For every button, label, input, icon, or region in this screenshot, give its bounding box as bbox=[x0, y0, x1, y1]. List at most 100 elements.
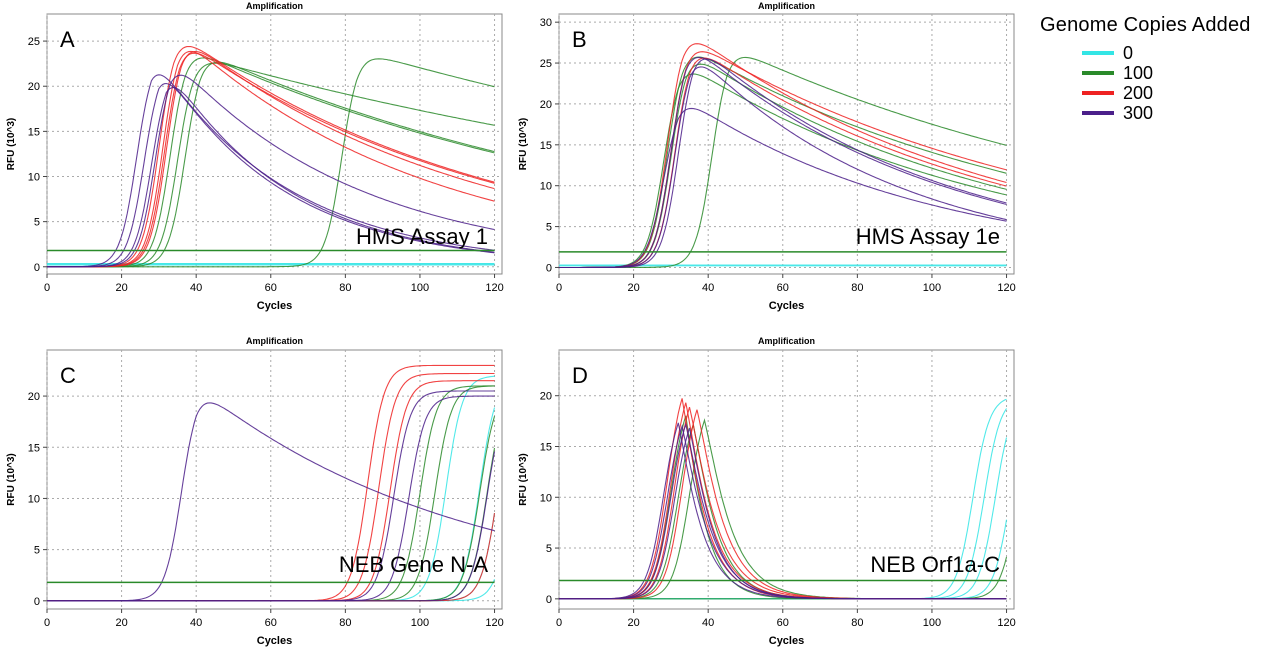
legend-swatch bbox=[1082, 71, 1114, 75]
y-tick-label: 25 bbox=[28, 36, 40, 48]
chart-panel-D: 0 20 40 60 80 100 120 0 5 10 15 20 Amplification Cycl… bbox=[518, 336, 1016, 647]
series-line-300 bbox=[559, 427, 1007, 600]
series-line-200 bbox=[47, 45, 495, 268]
chart-panel-B: 0 20 40 60 80 100 120 0 5 10 15 20 25 30 Amplification… bbox=[518, 1, 1016, 312]
assay-annotation: NEB Orf1a-C bbox=[870, 552, 1000, 577]
plot-frame bbox=[46, 349, 503, 610]
y-tick-label: 0 bbox=[546, 594, 552, 606]
chart-title: Amplification bbox=[246, 1, 303, 11]
x-axis-label: Cycles bbox=[769, 300, 804, 312]
legend-label: 200 bbox=[1123, 83, 1154, 103]
y-tick-label: 20 bbox=[540, 391, 552, 403]
y-tick-label: 5 bbox=[546, 222, 552, 234]
x-tick-label: 0 bbox=[556, 617, 562, 629]
series-line-300 bbox=[559, 58, 1007, 269]
x-tick-label: 20 bbox=[115, 282, 127, 294]
plot-frame bbox=[558, 13, 1015, 275]
plot-frame bbox=[558, 349, 1015, 610]
legend-label: 300 bbox=[1123, 103, 1154, 123]
y-tick-label: 15 bbox=[540, 140, 552, 152]
y-tick-label: 15 bbox=[28, 442, 40, 454]
legend-swatch bbox=[1082, 51, 1114, 55]
x-axis-label: Cycles bbox=[257, 635, 292, 647]
legend-swatch bbox=[1082, 91, 1114, 95]
x-tick-label: 20 bbox=[627, 617, 639, 629]
x-tick-label: 80 bbox=[851, 617, 863, 629]
x-tick-label: 100 bbox=[411, 282, 429, 294]
y-tick-label: 10 bbox=[28, 172, 40, 184]
legend-swatch bbox=[1082, 111, 1114, 115]
x-tick-label: 80 bbox=[339, 282, 351, 294]
x-tick-label: 60 bbox=[265, 617, 277, 629]
x-tick-label: 20 bbox=[627, 282, 639, 294]
series-line-300 bbox=[47, 82, 495, 268]
chart-title: Amplification bbox=[246, 336, 303, 346]
panel-letter: A bbox=[60, 27, 75, 52]
y-tick-label: 20 bbox=[28, 81, 40, 93]
x-tick-label: 80 bbox=[339, 617, 351, 629]
x-tick-label: 120 bbox=[997, 617, 1015, 629]
legend-title: Genome Copies Added bbox=[1040, 14, 1251, 36]
y-tick-label: 20 bbox=[28, 391, 40, 403]
x-tick-label: 0 bbox=[44, 282, 50, 294]
legend-item-100: 100 bbox=[1082, 63, 1278, 83]
x-tick-label: 100 bbox=[923, 282, 941, 294]
series-line-200 bbox=[47, 50, 495, 268]
y-tick-label: 25 bbox=[540, 58, 552, 70]
x-tick-label: 120 bbox=[485, 617, 503, 629]
y-axis-label: RFU (10^3) bbox=[518, 453, 529, 506]
chart-title: Amplification bbox=[758, 336, 815, 346]
x-tick-label: 60 bbox=[777, 617, 789, 629]
legend-label: 100 bbox=[1123, 63, 1154, 83]
assay-annotation: HMS Assay 1e bbox=[856, 224, 1000, 249]
y-tick-label: 5 bbox=[34, 545, 40, 557]
series-line-300 bbox=[47, 451, 496, 602]
x-tick-label: 100 bbox=[411, 617, 429, 629]
x-tick-label: 60 bbox=[777, 282, 789, 294]
series-line-100 bbox=[559, 73, 1007, 269]
x-tick-label: 40 bbox=[190, 282, 202, 294]
x-tick-label: 40 bbox=[702, 617, 714, 629]
chart-panel-C: 0 20 40 60 80 100 120 0 5 10 15 20 Amplification Cycl… bbox=[6, 336, 504, 647]
x-tick-label: 20 bbox=[115, 617, 127, 629]
x-tick-label: 40 bbox=[702, 282, 714, 294]
series-line-100 bbox=[47, 58, 495, 268]
legend-item-300: 300 bbox=[1082, 103, 1278, 123]
x-tick-label: 120 bbox=[997, 282, 1015, 294]
x-tick-label: 40 bbox=[190, 617, 202, 629]
x-tick-label: 0 bbox=[44, 617, 50, 629]
y-tick-label: 20 bbox=[540, 99, 552, 111]
series-line-300 bbox=[47, 86, 495, 268]
x-tick-label: 60 bbox=[265, 282, 277, 294]
x-axis-label: Cycles bbox=[257, 300, 292, 312]
series-line-300 bbox=[47, 74, 495, 268]
y-tick-label: 10 bbox=[540, 181, 552, 193]
panel-letter: D bbox=[572, 363, 588, 388]
legend-label: 0 bbox=[1123, 43, 1134, 63]
assay-annotation: NEB Gene N-A bbox=[339, 552, 488, 577]
series-line-100 bbox=[559, 56, 1007, 269]
legend-item-0: 0 bbox=[1082, 43, 1278, 63]
x-axis-label: Cycles bbox=[769, 635, 804, 647]
assay-annotation: HMS Assay 1 bbox=[356, 224, 488, 249]
panel-letter: B bbox=[572, 27, 587, 52]
legend: Genome Copies Added 0 100 200 300 bbox=[1040, 14, 1278, 123]
y-tick-label: 10 bbox=[540, 492, 552, 504]
x-tick-label: 80 bbox=[851, 282, 863, 294]
y-tick-label: 15 bbox=[28, 126, 40, 138]
y-tick-label: 0 bbox=[546, 262, 552, 274]
x-tick-label: 100 bbox=[923, 617, 941, 629]
y-tick-label: 0 bbox=[34, 262, 40, 274]
x-tick-label: 0 bbox=[556, 282, 562, 294]
legend-item-200: 200 bbox=[1082, 83, 1278, 103]
y-axis-label: RFU (10^3) bbox=[518, 118, 529, 171]
series-line-300 bbox=[47, 74, 495, 268]
y-tick-label: 15 bbox=[540, 441, 552, 453]
series-line-300 bbox=[559, 56, 1007, 269]
panel-letter: C bbox=[60, 363, 76, 388]
y-axis-label: RFU (10^3) bbox=[6, 118, 17, 171]
y-axis-label: RFU (10^3) bbox=[6, 453, 17, 506]
chart-title: Amplification bbox=[758, 1, 815, 11]
y-tick-label: 5 bbox=[546, 543, 552, 555]
